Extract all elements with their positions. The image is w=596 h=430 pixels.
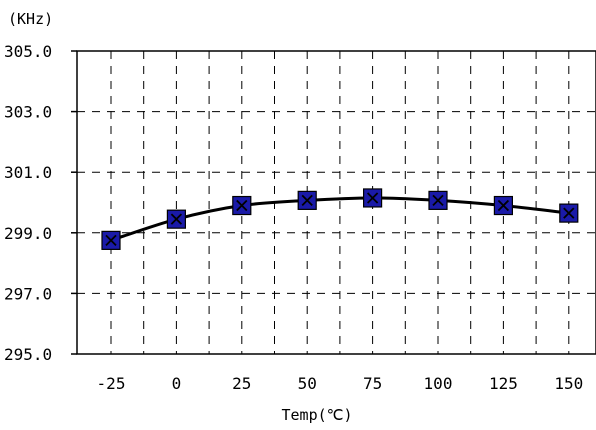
data-point-marker <box>232 195 252 216</box>
y-tick-label: 295.0 <box>4 345 52 364</box>
y-tick-label: 299.0 <box>4 224 52 243</box>
x-tick-label: 100 <box>424 374 453 393</box>
x-tick-label: 75 <box>363 374 382 393</box>
x-tick-label: 150 <box>554 374 583 393</box>
series-markers <box>101 188 579 250</box>
data-point-marker <box>559 203 579 223</box>
data-point-marker <box>166 209 186 229</box>
data-point-marker <box>363 188 383 208</box>
y-tick-label: 297.0 <box>4 284 52 303</box>
data-point-marker <box>428 190 448 210</box>
x-tick-label: 125 <box>489 374 518 393</box>
plot-frame <box>76 50 596 355</box>
y-axis-unit-label: (KHz) <box>8 10 53 28</box>
x-tick-label: 25 <box>232 374 251 393</box>
y-tick-label: 301.0 <box>4 163 52 182</box>
x-tick-label: -25 <box>97 374 126 393</box>
y-tick-label: 303.0 <box>4 103 52 122</box>
data-point-marker <box>101 230 121 250</box>
data-point-marker <box>297 190 317 210</box>
x-axis-ticks: -25 0 25 50 75 100 125 150 <box>97 374 584 393</box>
x-axis-title: Temp(℃) <box>281 406 352 424</box>
y-axis-ticks: 305.0 303.0 301.0 299.0 297.0 295.0 <box>4 42 77 364</box>
grid <box>77 51 596 354</box>
x-tick-label: 0 <box>172 374 182 393</box>
x-tick-label: 50 <box>298 374 317 393</box>
y-tick-label: 305.0 <box>4 42 52 61</box>
data-point-marker <box>493 195 513 216</box>
